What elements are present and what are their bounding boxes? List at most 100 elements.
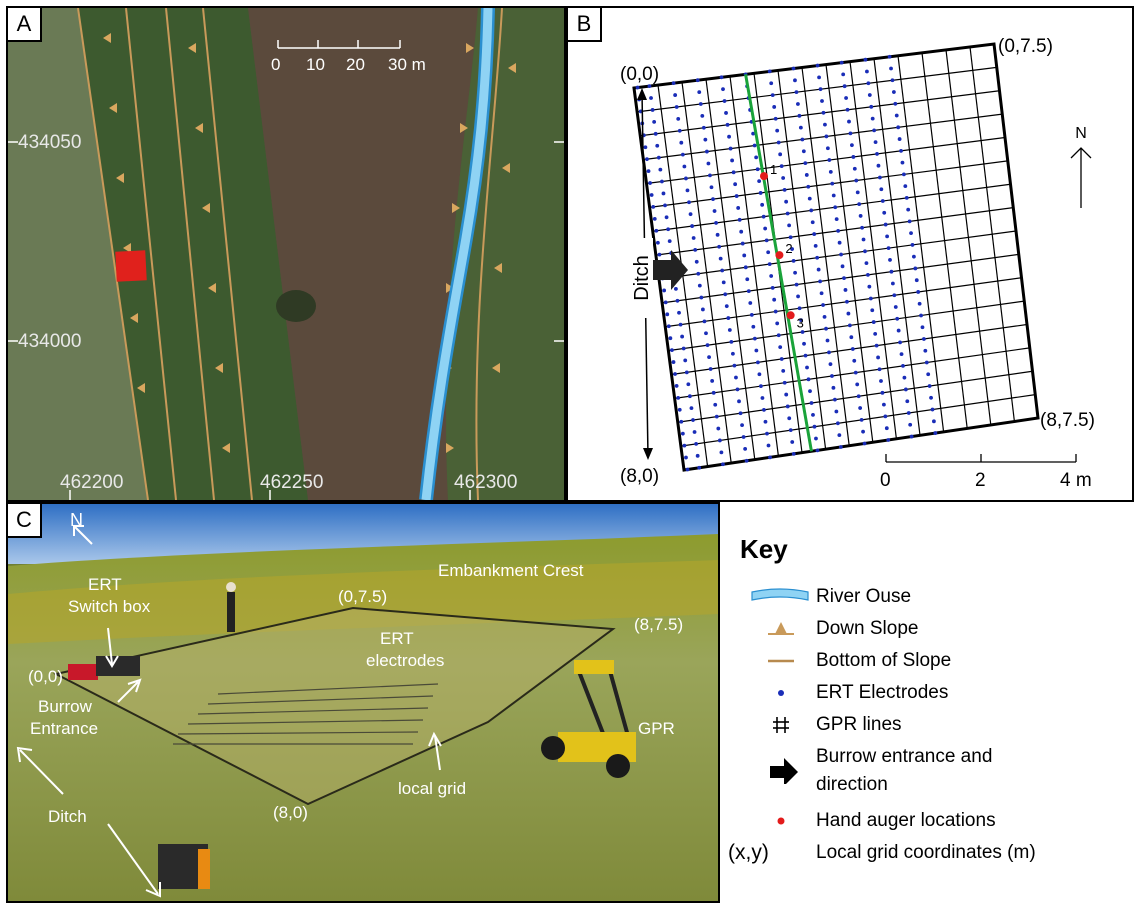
ert-electrode: [759, 384, 763, 389]
ert-electrode: [743, 265, 748, 270]
ert-electrode: [870, 116, 875, 121]
ert-electrode: [674, 384, 679, 388]
ert-electrode: [754, 348, 759, 353]
ert-electrode: [880, 199, 885, 203]
ert-electrode: [655, 143, 660, 148]
ert-electrode: [830, 181, 835, 186]
ert-electrode: [809, 401, 814, 405]
ert-electrode: [924, 360, 929, 365]
ert-electrode: [846, 311, 851, 316]
ert-electrode: [696, 271, 701, 276]
ert-electrode: [720, 268, 725, 273]
ert-electrode: [661, 191, 666, 196]
ert-electrode: [862, 441, 867, 446]
ert-electrode: [932, 419, 936, 424]
river-icon: [751, 588, 809, 601]
ert-electrode: [760, 396, 765, 400]
ert-electrode: [727, 328, 732, 332]
ert-electrode: [737, 399, 741, 404]
ert-electrode: [765, 431, 769, 436]
ert-electrode: [817, 75, 821, 80]
ert-electrode: [809, 208, 814, 213]
ert-electrode: [825, 146, 830, 151]
ert-electrode: [666, 324, 671, 329]
left-field: [8, 8, 148, 500]
ert-electrode: [685, 188, 690, 193]
ert-electrode: [650, 108, 655, 112]
ert-electrode: [890, 281, 895, 286]
mown-area: [56, 608, 613, 804]
ert-electrode: [906, 411, 911, 415]
ert-electrode: [901, 364, 905, 368]
green-survey-line: [744, 74, 813, 452]
key-label-ert: ERT Electrodes: [816, 682, 949, 703]
ert-electrode: [866, 81, 871, 86]
field-photo-svg: N ERT Switch box Embankment Crest (0,7.5…: [8, 504, 718, 901]
ert-electrode: [819, 291, 824, 296]
ert-electrode: [651, 205, 656, 209]
ert-electrode: [787, 223, 792, 228]
auger-point: [775, 251, 784, 260]
ert-electrode: [775, 128, 780, 133]
ert-electrode: [876, 163, 881, 168]
ert-electrode: [845, 299, 849, 304]
ert-electrode: [867, 284, 872, 289]
ert-electrode: [736, 206, 741, 210]
ert-electrode: [858, 214, 863, 218]
ert-electrode: [839, 252, 843, 257]
gpr-line-horizontal: [665, 277, 1022, 328]
ert-electrode: [872, 128, 877, 133]
ert-electrode: [773, 309, 778, 314]
ert-electrode: [732, 363, 737, 368]
ert-electrode: [778, 152, 783, 157]
ert-electrode: [721, 462, 725, 467]
ert-electrode: [927, 384, 932, 388]
ert-electrode: [711, 197, 715, 202]
ert-electrode: [751, 131, 756, 136]
ert-electrode: [687, 394, 692, 399]
ert-electrode: [697, 465, 702, 470]
ert-electrode: [834, 409, 839, 414]
ert-electrode: [893, 305, 898, 309]
ert-electrode: [749, 312, 754, 317]
ert-electrode: [680, 334, 685, 339]
ert-electrode: [794, 90, 799, 95]
ert-electrode: [859, 417, 864, 422]
local-grid-label: local grid: [398, 779, 466, 798]
ert-electrode: [733, 182, 738, 187]
ert-electrode: [820, 99, 824, 103]
ert-electrode: [920, 325, 925, 330]
north-arrow: N: [1070, 125, 1092, 208]
ert-electrode: [845, 107, 850, 112]
ert-electrode: [688, 212, 693, 217]
ert-electrode: [813, 244, 818, 248]
corner-0-0: (0,0): [620, 64, 659, 85]
ert-electrode: [865, 272, 870, 277]
ert-electrode: [705, 343, 710, 348]
corner-0-7.5: (0,7.5): [998, 36, 1053, 57]
easting-462300: 462300: [454, 472, 517, 493]
embankment-crest-label: Embankment Crest: [438, 561, 584, 580]
grid-border: [632, 42, 1040, 472]
ert-electrode: [735, 387, 740, 392]
ert-electrode: [754, 155, 759, 160]
ert-electrode: [711, 390, 716, 395]
ert-electrode: [814, 436, 818, 441]
gpr-line-horizontal: [677, 370, 1033, 423]
ert-electrode: [913, 266, 918, 271]
ert-electrode: [895, 316, 900, 321]
ert-electrode: [738, 411, 743, 416]
burrow-entrance-arrow: [653, 250, 688, 290]
gpr-line-horizontal: [674, 347, 1030, 399]
ert-electrodes: [635, 54, 938, 472]
auger-point: [786, 311, 795, 320]
ert-electrode: [708, 367, 713, 371]
ert-electrode: [734, 194, 739, 198]
ert-electrode: [890, 78, 895, 83]
key-label-burrow-line1: Burrow entrance and: [816, 746, 993, 767]
ert-electrode: [704, 149, 709, 154]
ert-electrode: [833, 205, 838, 210]
ert-electrode: [907, 219, 912, 224]
key-legend: Key River Ouse Down Slope Bottom of Slop…: [720, 502, 1134, 903]
person: [227, 592, 235, 632]
